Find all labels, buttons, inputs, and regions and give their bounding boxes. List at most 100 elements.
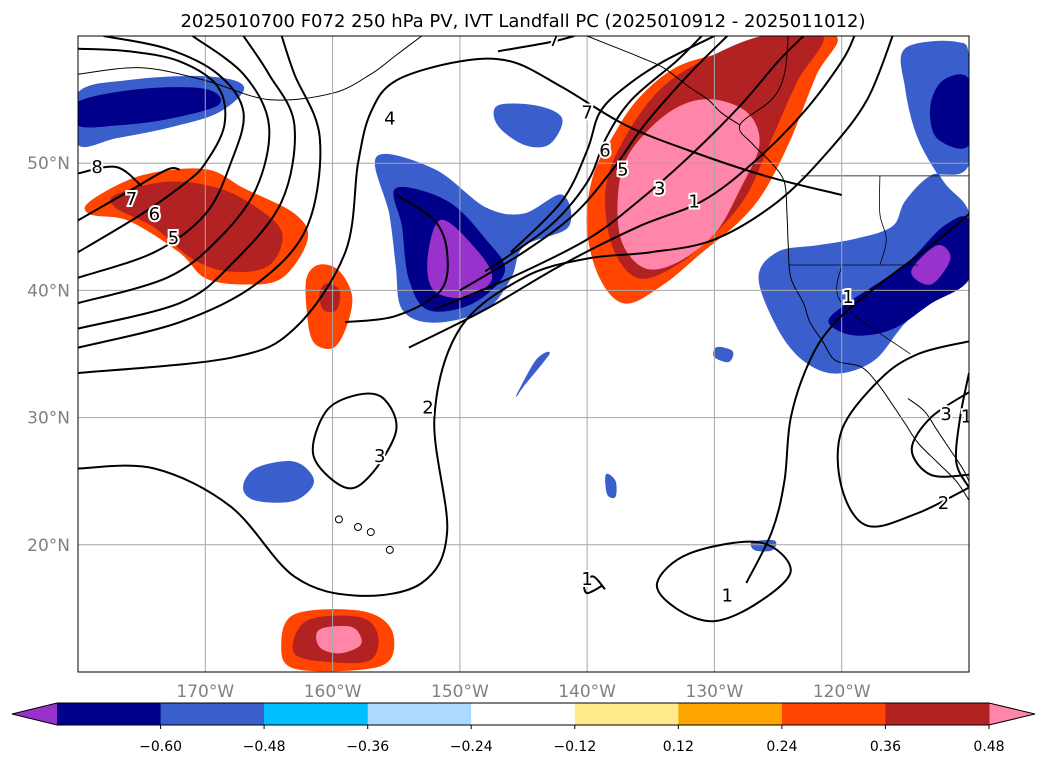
colorbar: −0.60 −0.48 −0.36 −0.24 −0.12 0.12 0.24 0.36 0.4… [11,702,1036,755]
contour-line [408,36,856,349]
colorbar-segment [57,703,162,725]
shaded-region [316,625,362,654]
lat-tick-label: 30°N [27,409,70,429]
contour-label: 4 [384,109,395,130]
shaded-region [713,346,734,363]
contour-line [78,57,842,375]
coastline [78,36,422,101]
shaded-region [110,181,283,273]
contour-line [510,36,715,253]
colorbar-extend-low [12,703,57,725]
contour-line [78,36,894,597]
contour-label: 6 [599,141,610,162]
colorbar-outline [11,702,1036,726]
contour-line [745,213,969,584]
contour-line [910,391,969,478]
colorbar-segment [781,703,886,725]
coastline [738,36,969,501]
island [354,523,362,531]
contour-label: 1 [842,287,853,308]
colorbar-tick-label: 0.12 [663,739,694,755]
chart-title: 2025010700 F072 250 hPa PV, IVT Landfall… [180,11,865,32]
gridlines [78,36,969,672]
lon-tick-label: 150°W [431,682,489,702]
contour-line [78,36,296,330]
contour-label: 3 [654,179,665,200]
shaded-region [242,461,315,503]
contour-line [78,36,245,279]
contour-label: 7 [548,30,559,51]
contour-line [655,540,792,623]
colorbar-tick-label: 0.24 [766,739,797,755]
island [334,515,343,524]
colorbar-segment [264,703,369,725]
island [366,528,375,537]
contour-label: 1 [961,406,972,427]
contour-label: 1 [581,569,592,590]
contour-line [78,36,271,305]
contour-label: 5 [617,160,628,181]
colorbar-segment [574,703,679,725]
contour-line [459,36,728,292]
contour-line [78,165,143,187]
contour-label: 7 [581,102,592,123]
colorbar-segment [885,703,990,725]
contour-line [836,340,969,528]
contour-line [78,36,322,349]
contour-label: 1 [688,191,699,212]
colorbar-tick-label: 0.36 [870,739,901,755]
shaded-region [605,473,617,499]
contour-label: 2 [938,493,949,514]
contour-label: 8 [91,157,102,178]
contour-line [78,47,227,254]
contour-label: 5 [168,228,179,249]
island [385,545,394,554]
contour-line [78,167,180,222]
contour-label: 3 [374,446,385,467]
colorbar-segment [471,703,576,725]
shaded-region [319,283,341,313]
contour-label: 2 [422,397,433,418]
colorbar-tick-label: 0.48 [973,739,1004,755]
colorbar-tick-label: −0.24 [450,739,493,755]
colorbar-tick-label: −0.36 [346,739,389,755]
contour-label: 1 [721,586,732,607]
colorbar-extend-high [989,703,1035,725]
colorbar-segment [160,703,265,725]
map-frame [77,35,970,673]
lat-tick-labels: 20°N 30°N 40°N 50°N [27,154,70,556]
colorbar-tick-label: −0.48 [243,739,286,755]
contour-label: 7 [126,189,137,210]
contour-line [484,36,703,273]
lat-tick-label: 50°N [27,154,70,174]
colorbar-segment [678,703,783,725]
shaded-region [493,103,563,148]
coastline [907,398,969,482]
lon-tick-label: 140°W [558,682,616,702]
lon-tick-labels: 170°W 160°W 150°W 140°W 130°W 120°W [176,682,870,702]
contour-line [954,372,969,489]
lat-tick-label: 40°N [27,281,70,301]
contour-line [583,575,606,595]
contour-line [434,36,805,311]
coastlines [78,36,969,554]
shaded-region [828,216,969,336]
contour-line [311,392,398,490]
contour-label: 6 [149,204,160,225]
colorbar-tick-label: −0.60 [139,739,182,755]
colorbar-tick-label: −0.12 [553,739,596,755]
lon-tick-label: 170°W [176,682,234,702]
lat-tick-label: 20°N [27,536,70,556]
contour-label: 3 [940,404,951,425]
lon-tick-label: 120°W [813,682,871,702]
coastline [586,36,741,126]
contour-line [497,36,575,53]
shaded-region [911,245,951,285]
lon-tick-label: 130°W [686,682,744,702]
lon-tick-label: 160°W [304,682,362,702]
border-line [879,175,887,266]
colorbar-segment [367,703,472,725]
shaded-region [78,87,221,128]
